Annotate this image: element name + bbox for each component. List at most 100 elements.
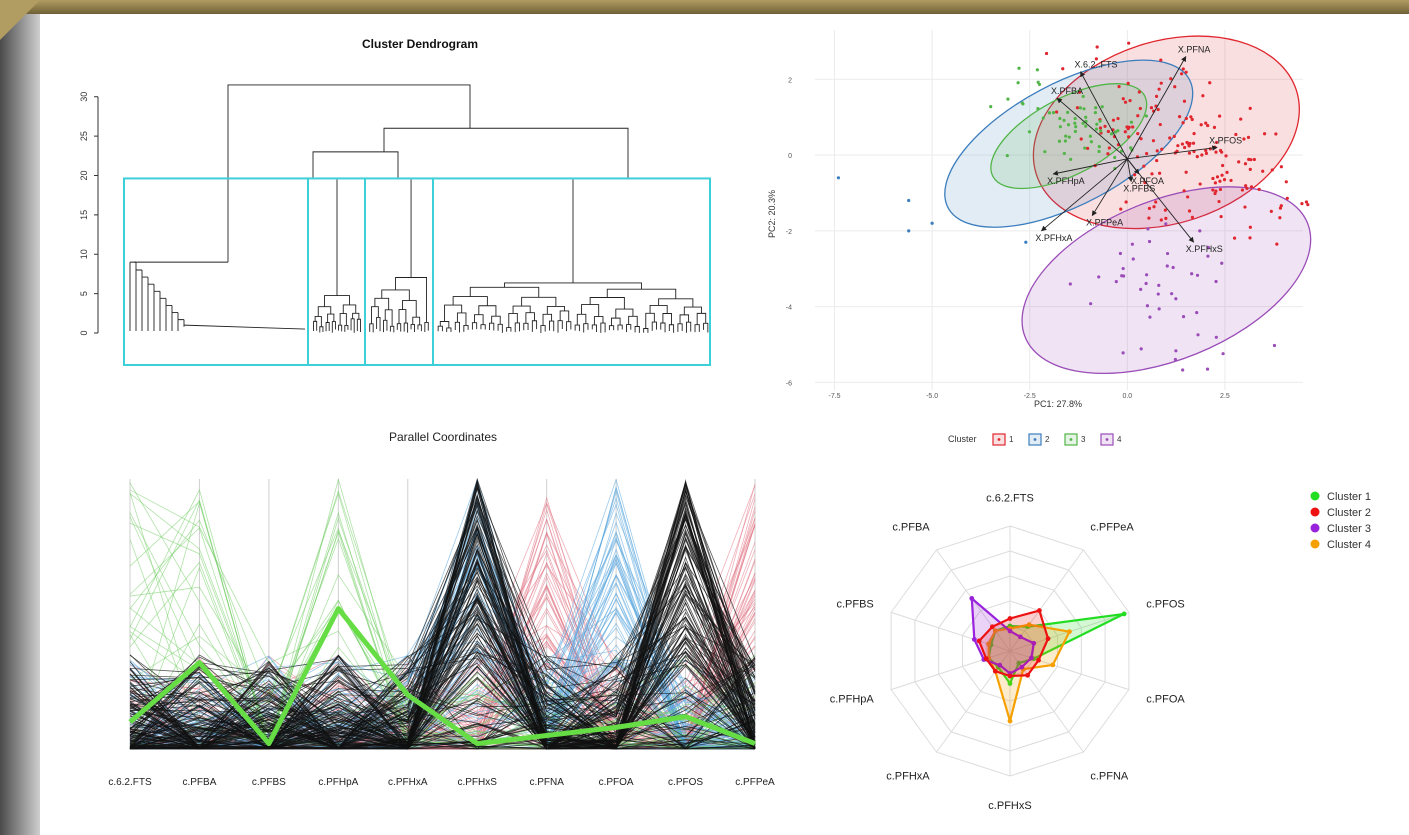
- pca-point-cluster-1: [1219, 214, 1223, 219]
- radar-point-1: [1007, 681, 1013, 686]
- dendro-link: [514, 322, 520, 333]
- pca-point-cluster-4: [1139, 347, 1143, 351]
- pca-point-cluster-1: [1214, 140, 1219, 145]
- radar-axis-label: c.PFOA: [1146, 694, 1185, 706]
- pca-point-cluster-1: [1123, 100, 1128, 104]
- parallel-line-group-4: [129, 612, 756, 750]
- dendro-cluster-box: [364, 177, 434, 366]
- parallel-axis-label: c.6.2.FTS: [108, 777, 152, 788]
- pca-point-cluster-1: [1304, 200, 1309, 204]
- pca-point-cluster-1: [1245, 186, 1249, 191]
- pca-point-cluster-4: [1214, 335, 1218, 339]
- pca-point-cluster-1: [1270, 168, 1274, 172]
- pca-legend-label: 1: [1009, 435, 1014, 444]
- pca-panel: X.PFNA X.6.2..FTS X.PFBA X.PFOS X.PFHpA X.PFO…: [767, 30, 1312, 446]
- dendro-link: [626, 324, 632, 333]
- pca-point-cluster-3: [989, 105, 993, 109]
- dendro-link: [403, 322, 409, 333]
- pca-point-cluster-4: [1157, 307, 1161, 311]
- pca-point-cluster-1: [1077, 90, 1082, 94]
- pca-point-cluster-1: [1044, 51, 1049, 56]
- pca-legend-label: 2: [1045, 435, 1050, 444]
- radar-point-2: [976, 638, 982, 644]
- pca-point-cluster-3: [1006, 97, 1010, 101]
- pca-point-cluster-1: [1285, 196, 1289, 200]
- dendro-link: [446, 327, 452, 333]
- pca-legend-dot: [997, 438, 1001, 441]
- pca-point-cluster-1: [1149, 106, 1154, 110]
- pca-point-cluster-1: [1213, 191, 1217, 196]
- pca-point-cluster-1: [1261, 169, 1265, 173]
- dendrogram-title: Cluster Dendrogram: [362, 37, 478, 51]
- radar-spoke: [1009, 549, 1084, 652]
- dendro-link: [454, 321, 460, 333]
- parallel-line-group-4: [129, 567, 756, 739]
- pca-vector: [1080, 71, 1128, 160]
- pca-x-tick-label: 2.5: [1220, 393, 1230, 400]
- pca-x-tick-label: -5.0: [926, 393, 938, 400]
- dendro-link: [227, 84, 471, 180]
- radar-point-2: [983, 656, 989, 662]
- pca-point-cluster-1: [1155, 158, 1159, 163]
- pca-point-cluster-1: [1172, 134, 1176, 139]
- radar-point-3: [1007, 628, 1013, 634]
- dendro-link: [660, 322, 666, 333]
- dendro-link: [165, 304, 173, 331]
- pca-y-tick-label: -2: [786, 229, 792, 236]
- dendro-link: [677, 323, 683, 332]
- pca-point-cluster-3: [1041, 116, 1045, 120]
- pca-point-cluster-1: [1181, 121, 1185, 125]
- parallel-line-group-4: [129, 486, 756, 748]
- dendro-link: [574, 324, 580, 332]
- parallel-line-group-4: [129, 623, 756, 750]
- pca-point-cluster-1: [1127, 135, 1131, 139]
- parallel-line-group-4: [129, 484, 756, 750]
- pca-vector: [1052, 158, 1128, 176]
- dendro-link: [611, 317, 621, 326]
- pca-point-cluster-3: [1144, 114, 1148, 118]
- dendro-y-tick-label: 5: [79, 291, 89, 296]
- pca-point-cluster-1: [1150, 172, 1154, 176]
- dendro-link: [129, 261, 137, 331]
- pca-point-cluster-1: [1107, 146, 1111, 150]
- dendro-link: [686, 321, 692, 333]
- radar-point-2: [1007, 673, 1013, 679]
- dendro-link: [410, 323, 415, 333]
- pca-vector: [1091, 158, 1128, 217]
- pca-vector-label: X.PFOA: [1131, 176, 1164, 186]
- parallel-axis-label: c.PFOS: [668, 777, 703, 788]
- pca-point-cluster-1: [1136, 132, 1140, 136]
- dendro-link: [352, 312, 360, 320]
- pca-point-cluster-4: [1181, 368, 1185, 372]
- pca-point-cluster-4: [1206, 254, 1210, 258]
- pca-point-cluster-1: [1117, 84, 1121, 89]
- dendro-link: [471, 322, 478, 330]
- dendro-link: [694, 324, 700, 333]
- radar-axis-label: c.6.2.FTS: [986, 492, 1034, 504]
- pca-point-cluster-1: [1055, 110, 1059, 114]
- pca-point-cluster-4: [1165, 251, 1170, 256]
- pca-point-cluster-4: [1146, 227, 1150, 231]
- pca-point-cluster-1: [1128, 98, 1132, 103]
- dendro-link: [331, 321, 336, 333]
- pca-point-cluster-4: [1131, 257, 1135, 261]
- pca-point-cluster-1: [1279, 165, 1283, 169]
- pca-point-cluster-3: [1088, 134, 1093, 138]
- dendro-link: [370, 306, 379, 324]
- pca-point-cluster-1: [1262, 132, 1267, 136]
- dendro-link: [383, 319, 388, 333]
- dendro-link: [546, 306, 565, 315]
- dendro-link: [608, 325, 615, 331]
- radar-point-3: [1017, 634, 1023, 640]
- pca-point-cluster-1: [1204, 121, 1208, 125]
- pca-vector-label: X.6.2..FTS: [1074, 60, 1117, 70]
- pca-point-cluster-1: [1211, 188, 1215, 192]
- radar-panel: c.6.2.FTS c.PFPeA c.PFOS c.PFOA c.PFNA c.PFHx…: [830, 491, 1371, 812]
- pca-point-cluster-2: [907, 229, 911, 233]
- pca-y-tick-label: 0: [788, 153, 792, 160]
- dendro-link: [327, 313, 335, 323]
- dendro-link: [141, 276, 149, 331]
- radar-point-1: [1016, 660, 1022, 666]
- radar-point-3: [1028, 655, 1034, 661]
- parallel-line-group-4: [129, 493, 756, 749]
